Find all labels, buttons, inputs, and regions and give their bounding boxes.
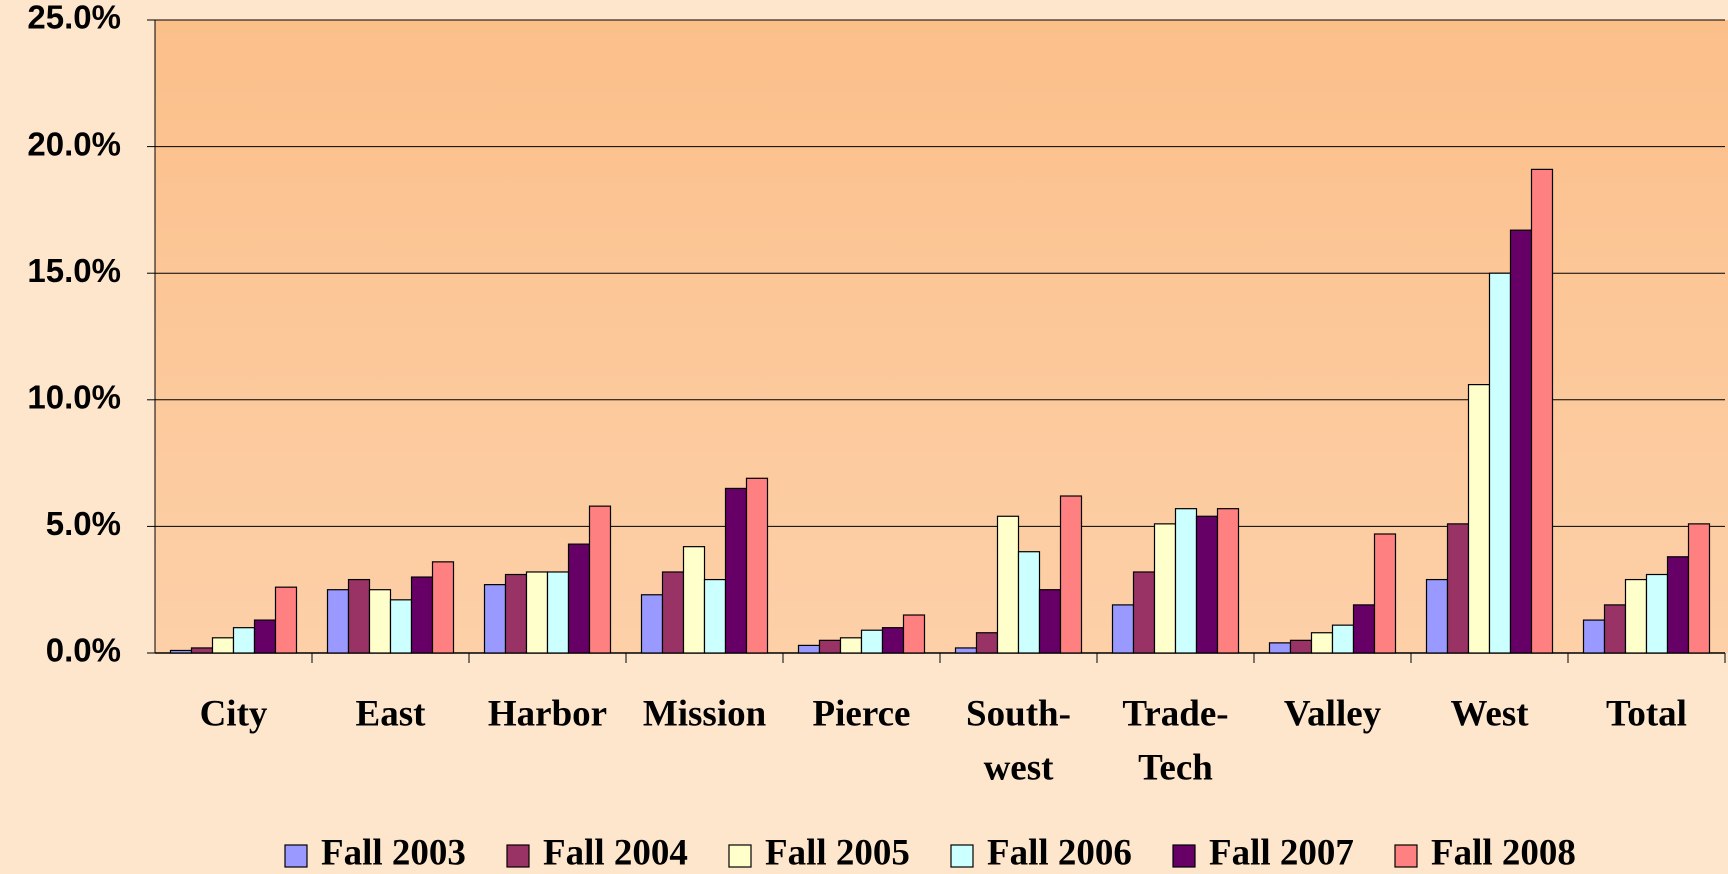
x-tick-label: Trade-: [1122, 693, 1228, 734]
x-tick-label: Total: [1606, 693, 1687, 734]
bar: [504, 573, 528, 654]
bar: [232, 627, 256, 654]
bar: [274, 586, 298, 654]
bar: [368, 589, 392, 654]
x-tick-label: Valley: [1284, 693, 1382, 734]
bar: [1425, 578, 1449, 654]
bar: [1216, 508, 1240, 654]
bar: [703, 578, 727, 654]
bar: [1268, 642, 1292, 654]
bar: [1467, 384, 1491, 654]
bar: [1446, 523, 1470, 654]
legend-swatch: [284, 844, 308, 868]
legend-swatch: [950, 844, 974, 868]
bar: [1530, 168, 1554, 654]
legend-label: Fall 2005: [765, 832, 910, 873]
bar: [1174, 508, 1198, 654]
bar: [1687, 523, 1711, 654]
legend-swatch: [728, 844, 752, 868]
bar: [1373, 533, 1397, 654]
bar: [724, 487, 748, 654]
y-tick-label: 20.0%: [27, 125, 121, 162]
bar: [1289, 639, 1313, 654]
bar: [1059, 495, 1083, 654]
bar: [818, 639, 842, 654]
bar: [661, 571, 685, 654]
y-tick-label: 25.0%: [27, 0, 121, 36]
bar: [567, 543, 591, 654]
legend-label: Fall 2006: [987, 832, 1132, 873]
bar: [860, 629, 884, 654]
x-tick-label: Harbor: [488, 693, 607, 734]
bar: [745, 477, 769, 654]
x-tick-label: Mission: [643, 693, 767, 734]
bar: [902, 614, 926, 654]
bar: [525, 571, 549, 654]
bar: [1509, 229, 1533, 654]
x-tick-label: West: [1450, 693, 1529, 734]
bar: [546, 571, 570, 654]
bar: [326, 589, 350, 654]
y-tick-label: 0.0%: [46, 632, 121, 669]
bar: [1488, 272, 1512, 654]
bar: [881, 627, 905, 654]
x-tick-label: Pierce: [813, 693, 911, 734]
legend-swatch: [1394, 844, 1418, 868]
bar: [640, 594, 664, 654]
bar: [996, 515, 1020, 654]
bar: [431, 561, 455, 654]
bar: [211, 637, 235, 654]
legend-swatch: [506, 844, 530, 868]
x-tick-label: City: [200, 693, 268, 734]
bar: [347, 578, 371, 654]
bar: [1603, 604, 1627, 654]
bar: [1331, 624, 1355, 654]
bar: [1111, 604, 1135, 654]
legend-label: Fall 2008: [1431, 832, 1576, 873]
bar: [1153, 523, 1177, 654]
legend-label: Fall 2007: [1209, 832, 1354, 873]
bar: [1666, 556, 1690, 654]
bar: [1352, 604, 1376, 654]
y-tick-label: 5.0%: [46, 505, 121, 542]
legend-swatch: [1172, 844, 1196, 868]
bar: [682, 546, 706, 654]
bar: [1624, 578, 1648, 654]
legend-label: Fall 2004: [543, 832, 688, 873]
bar: [1645, 573, 1669, 654]
bar: [1582, 619, 1606, 654]
bar: [1310, 632, 1334, 654]
bar: [410, 576, 434, 654]
bar: [389, 599, 413, 654]
bar: [797, 644, 821, 654]
bar: [1017, 551, 1041, 654]
bar: [169, 649, 193, 654]
legend-label: Fall 2003: [321, 832, 466, 873]
bar: [190, 647, 214, 654]
y-tick-label: 10.0%: [27, 379, 121, 416]
x-tick-label: west: [984, 747, 1055, 788]
bar: [483, 584, 507, 654]
bar: [1195, 515, 1219, 654]
x-tick-label: East: [356, 693, 427, 734]
y-tick-label: 15.0%: [27, 252, 121, 289]
bar: [1132, 571, 1156, 654]
bar: [954, 647, 978, 654]
x-tick-label: Tech: [1138, 747, 1213, 788]
bar: [1038, 589, 1062, 654]
bar: [588, 505, 612, 654]
x-tick-label: South-: [966, 693, 1071, 734]
bar: [839, 637, 863, 654]
bar: [253, 619, 277, 654]
bar: [975, 632, 999, 654]
